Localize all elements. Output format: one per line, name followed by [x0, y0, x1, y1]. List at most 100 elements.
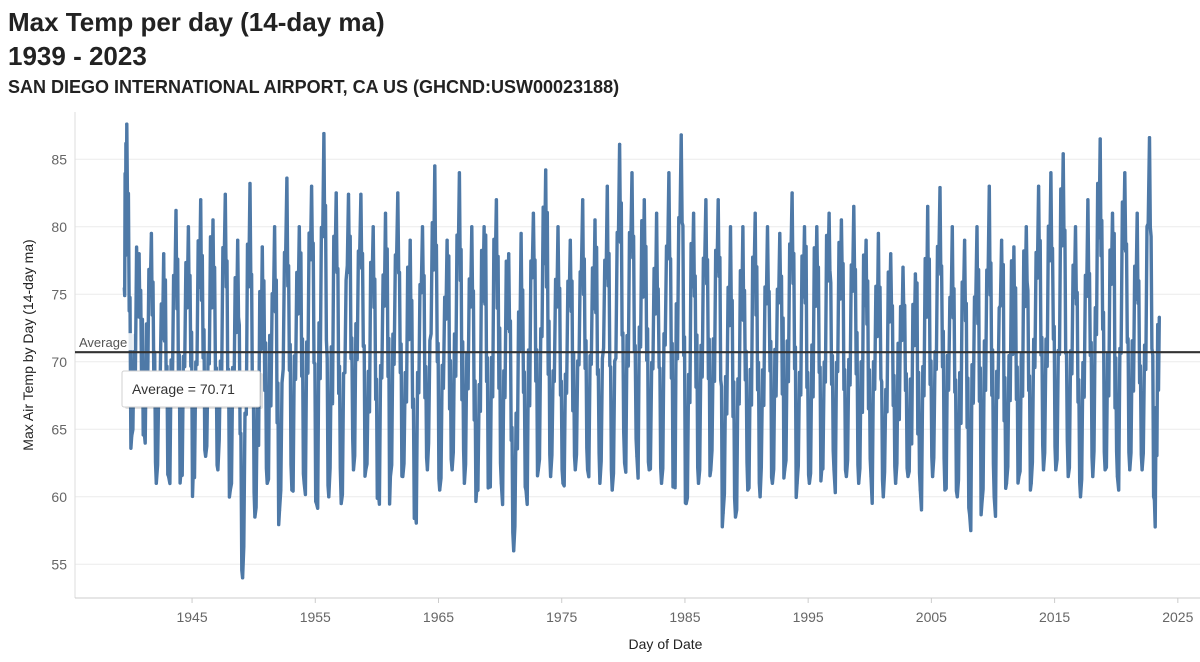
data-point-peak	[1061, 152, 1065, 156]
data-point-trough	[388, 474, 393, 479]
data-point-peak	[236, 238, 240, 242]
data-point-peak	[605, 184, 609, 188]
data-point-peak	[691, 211, 696, 215]
data-point-peak	[174, 208, 178, 213]
x-tick-label: 2005	[916, 609, 947, 625]
data-point-trough	[401, 474, 405, 479]
data-point-peak	[654, 211, 659, 215]
data-point-peak	[667, 171, 671, 175]
tooltip-text: Average = 70.71	[132, 381, 235, 397]
data-point-peak	[544, 168, 548, 172]
data-point-trough	[659, 481, 664, 485]
data-point-trough	[549, 474, 553, 479]
data-point-peak	[778, 231, 782, 236]
data-point-peak	[1123, 171, 1127, 175]
data-point-trough	[980, 501, 984, 506]
data-point-trough	[955, 495, 959, 499]
series-line-max-temp	[122, 122, 1161, 580]
data-point-trough	[204, 454, 208, 458]
data-point-trough	[302, 481, 306, 485]
data-point-peak	[433, 164, 437, 168]
data-point-peak	[494, 198, 499, 202]
data-point-trough	[573, 468, 577, 472]
data-point-trough	[561, 481, 565, 485]
data-point-trough	[832, 468, 836, 472]
data-point-peak	[839, 218, 844, 222]
data-point-peak	[963, 238, 967, 242]
y-tick-label: 75	[51, 286, 67, 302]
data-point-peak	[149, 231, 153, 236]
data-point-peak	[322, 132, 326, 136]
data-point-trough	[770, 481, 775, 485]
data-point-peak	[371, 225, 375, 229]
data-point-trough	[967, 512, 972, 516]
data-point-peak	[716, 198, 720, 202]
data-point-peak	[408, 238, 412, 242]
data-point-peak	[1012, 245, 1016, 249]
data-point-trough	[154, 481, 158, 485]
data-point-trough	[438, 488, 442, 492]
data-point-peak	[223, 192, 227, 196]
data-point-peak	[211, 218, 215, 222]
data-point-peak	[568, 238, 572, 242]
data-point-peak	[950, 225, 954, 229]
data-point-trough	[1103, 468, 1107, 472]
chart-title-years: 1939 - 2023	[8, 41, 147, 71]
data-point-trough	[943, 488, 947, 492]
data-point-trough	[413, 508, 417, 512]
data-point-peak	[1000, 238, 1004, 242]
data-point-peak	[1098, 137, 1102, 141]
data-point-peak	[1073, 225, 1078, 229]
data-point-peak	[519, 231, 523, 236]
data-point-trough	[721, 511, 725, 515]
data-point-peak	[396, 191, 400, 195]
x-tick-label: 1975	[546, 609, 577, 625]
data-point-peak	[137, 252, 141, 256]
data-point-peak	[593, 218, 597, 222]
data-point-peak	[913, 272, 917, 276]
data-point-peak	[864, 238, 868, 242]
data-point-trough	[1004, 481, 1009, 485]
data-point-peak	[1110, 211, 1115, 215]
data-point-trough	[1054, 468, 1058, 472]
data-point-trough	[992, 495, 996, 499]
data-point-trough	[733, 515, 738, 519]
data-point-trough	[240, 576, 245, 580]
data-point-peak	[445, 238, 449, 242]
data-point-peak	[248, 181, 252, 186]
reference-line-group[interactable]: Average	[75, 333, 1200, 354]
data-point-trough	[931, 474, 935, 479]
data-point-trough	[795, 481, 799, 485]
data-point-trough	[536, 468, 540, 472]
x-tick-label: 1995	[793, 609, 824, 625]
data-point-peak	[802, 225, 807, 229]
data-point-peak	[889, 252, 893, 256]
data-point-peak	[1024, 225, 1028, 229]
data-point-peak	[420, 225, 425, 229]
average-label: Average	[79, 335, 127, 350]
data-point-peak	[346, 192, 351, 196]
data-point-trough	[1029, 481, 1033, 485]
data-point-trough	[1041, 468, 1046, 472]
data-point-trough	[142, 427, 146, 431]
data-point-peak	[852, 204, 856, 209]
data-point-peak	[618, 142, 622, 146]
data-point-peak	[815, 225, 819, 229]
data-point-trough	[918, 488, 922, 492]
data-point-trough	[351, 468, 356, 472]
chart-header: Max Temp per day (14-day ma) 1939 - 2023…	[8, 6, 619, 98]
y-tick-label: 80	[51, 219, 67, 235]
data-point-peak	[741, 225, 745, 229]
data-point-peak	[297, 225, 301, 229]
data-point-peak	[1049, 171, 1053, 175]
data-point-trough	[277, 508, 282, 512]
data-point-trough	[585, 468, 590, 472]
data-point-peak	[987, 184, 991, 188]
data-point-trough	[450, 468, 454, 472]
data-point-trough	[167, 474, 171, 479]
data-point-trough	[881, 495, 885, 499]
data-point-trough	[783, 468, 787, 472]
chart-title: Max Temp per day (14-day ma)	[8, 7, 385, 37]
data-point-peak	[581, 198, 585, 202]
